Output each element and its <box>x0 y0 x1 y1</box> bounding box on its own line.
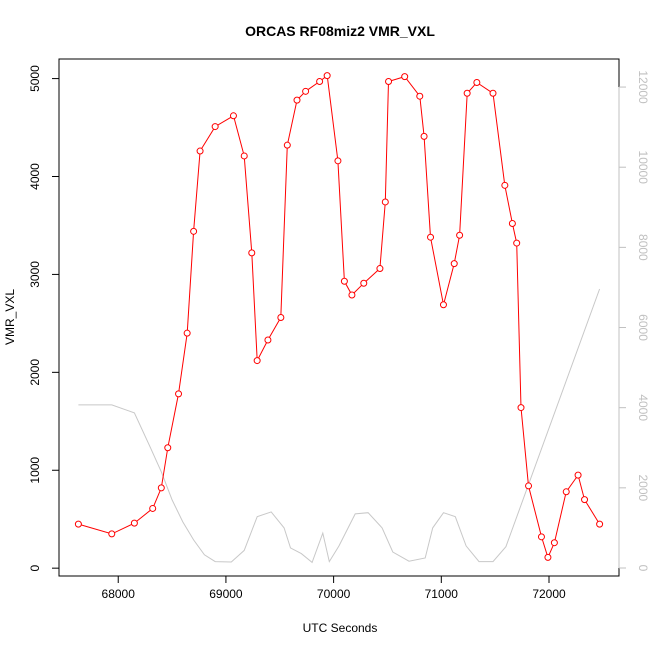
data-point <box>293 96 301 104</box>
axes-layer: 68000 69000 70000 71000 72000 0 1000 2000 3000 40… <box>28 65 650 601</box>
x-tick-label: 68000 <box>102 587 136 601</box>
data-point <box>211 123 219 131</box>
data-point <box>550 539 558 547</box>
data-point <box>164 444 172 452</box>
x-tick-label: 70000 <box>317 587 351 601</box>
y-tick-label: 5000 <box>28 65 42 92</box>
data-point <box>302 87 310 95</box>
x-tick-label: 72000 <box>532 587 566 601</box>
y-tick-label: 3000 <box>28 261 42 288</box>
y2-tick-label: 10000 <box>636 151 650 185</box>
y-tick-label: 4000 <box>28 163 42 190</box>
data-point <box>240 152 248 160</box>
data-point <box>190 227 198 235</box>
y-tick-label: 0 <box>28 565 42 572</box>
data-point <box>427 233 435 241</box>
data-point <box>108 530 116 538</box>
y-axis-label: VMR_VXL <box>3 289 17 345</box>
data-point <box>385 78 393 86</box>
data-point <box>401 73 409 81</box>
grey-series-line <box>78 288 601 564</box>
y2-tick-label: 12000 <box>636 70 650 104</box>
data-point <box>340 277 348 285</box>
data-point <box>253 357 261 365</box>
data-point <box>334 157 342 165</box>
data-point <box>376 265 384 273</box>
data-point <box>277 314 285 321</box>
data-point <box>525 482 533 490</box>
data-point <box>517 404 525 412</box>
data-point <box>596 520 604 528</box>
y-tick-label: 2000 <box>28 359 42 386</box>
chart-title: ORCAS RF08miz2 VMR_VXL <box>245 23 435 39</box>
data-point <box>316 78 324 86</box>
data-point <box>248 249 256 257</box>
data-point <box>229 112 237 120</box>
data-point <box>149 504 157 512</box>
data-point <box>183 329 191 337</box>
x-tick-label: 69000 <box>209 587 243 601</box>
data-point <box>264 336 272 344</box>
y-tick-label: 1000 <box>28 457 42 484</box>
data-point <box>581 496 589 504</box>
data-point <box>416 92 424 100</box>
red-series-layer <box>74 72 604 561</box>
data-point <box>157 484 165 492</box>
data-point <box>323 72 331 80</box>
y2-tick-label: 6000 <box>636 314 650 341</box>
x-axis-label: UTC Seconds <box>303 621 378 635</box>
data-point <box>381 198 389 206</box>
data-point <box>463 89 471 97</box>
data-point <box>489 89 497 97</box>
data-point <box>439 301 447 309</box>
data-point <box>501 181 509 189</box>
data-point <box>473 79 481 86</box>
y2-tick-label: 0 <box>636 565 650 572</box>
x-tick-label: 71000 <box>425 587 459 601</box>
data-point <box>562 488 570 496</box>
data-point <box>508 220 516 227</box>
data-point <box>283 141 291 149</box>
data-point <box>74 520 82 528</box>
grey-series-layer <box>78 288 601 564</box>
y2-tick-label: 8000 <box>636 234 650 261</box>
y2-tick-label: 4000 <box>636 394 650 421</box>
data-point <box>420 132 428 140</box>
data-point <box>513 239 521 247</box>
data-point <box>537 533 545 541</box>
data-point <box>360 279 368 287</box>
y2-tick-label: 2000 <box>636 474 650 501</box>
data-point <box>348 291 356 299</box>
data-point <box>130 519 138 527</box>
data-point <box>196 147 204 155</box>
data-point <box>175 390 183 398</box>
data-point <box>544 553 552 561</box>
data-point <box>450 260 458 268</box>
data-point <box>574 471 582 479</box>
data-point <box>456 231 464 239</box>
